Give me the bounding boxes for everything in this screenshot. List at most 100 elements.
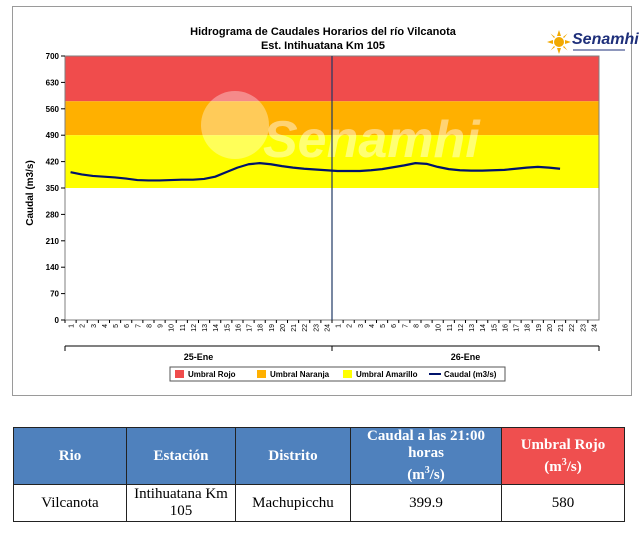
x-tick-label-37: 14 (480, 324, 487, 332)
header-distrito: Distrito (235, 427, 351, 485)
cell-rio: Vilcanota (13, 484, 127, 522)
x-tick-label-47: 24 (591, 324, 598, 332)
x-tick-label-35: 12 (458, 324, 465, 332)
x-tick-label-32: 9 (425, 324, 432, 328)
x-tick-label-40: 17 (514, 324, 521, 332)
x-tick-label-26: 3 (358, 324, 365, 328)
station-table: Rio Estación Distrito Caudal a las 21:00… (13, 427, 625, 522)
y-tick-label-70: 70 (50, 290, 59, 299)
x-tick-label-30: 7 (402, 324, 409, 328)
x-tick-label-21: 22 (302, 324, 309, 332)
x-tick-label-43: 20 (547, 324, 554, 332)
header-umbral-unit-close: /s) (566, 458, 582, 475)
y-tick-label-630: 630 (46, 78, 60, 87)
logo-underline (573, 49, 625, 51)
x-tick-label-12: 13 (202, 324, 209, 332)
y-tick-label-140: 140 (46, 263, 60, 272)
y-tick-label-560: 560 (46, 105, 60, 114)
day-label-25-Ene: 25-Ene (184, 352, 214, 362)
x-tick-label-1: 2 (80, 324, 87, 328)
x-tick-label-27: 4 (369, 324, 376, 328)
x-tick-label-13: 14 (213, 324, 220, 332)
x-tick-label-24: 1 (336, 324, 343, 328)
x-tick-label-20: 21 (291, 324, 298, 332)
x-tick-label-44: 21 (558, 324, 565, 332)
x-tick-label-10: 11 (180, 324, 187, 331)
x-tick-label-8: 9 (158, 324, 165, 328)
y-tick-label-280: 280 (46, 210, 60, 219)
x-tick-label-34: 11 (447, 324, 454, 331)
x-tick-label-25: 2 (347, 324, 354, 328)
x-tick-label-16: 17 (247, 324, 254, 332)
x-tick-label-5: 6 (124, 324, 131, 328)
legend-swatch-umbral-rojo (175, 370, 184, 378)
y-tick-label-350: 350 (46, 184, 60, 193)
cell-umbral: 580 (501, 484, 625, 522)
y-tick-label-0: 0 (55, 316, 60, 325)
x-tick-label-39: 16 (502, 324, 509, 332)
x-tick-label-14: 15 (224, 324, 231, 332)
chart-title: Hidrograma de Caudales Horarios del río … (190, 26, 457, 38)
x-tick-label-7: 8 (146, 324, 153, 328)
y-tick-label-700: 700 (46, 52, 60, 61)
cell-distrito: Machupicchu (235, 484, 351, 522)
header-caudal-unit-close: /s) (429, 467, 445, 483)
logo-text: Senamhi (572, 31, 639, 48)
legend-label-umbral-naranja: Umbral Naranja (270, 370, 330, 379)
y-tick-label-420: 420 (46, 158, 60, 167)
header-umbral-unit-exp: 3 (561, 456, 567, 468)
senamhi-logo: Senamhi (546, 29, 639, 59)
x-tick-label-36: 13 (469, 324, 476, 332)
x-tick-label-18: 19 (269, 324, 276, 332)
legend-label-caudal-m3-s-: Caudal (m3/s) (444, 370, 497, 379)
table-header-row: Rio Estación Distrito Caudal a las 21:00… (13, 427, 625, 485)
header-rio: Rio (13, 427, 127, 485)
header-umbral-unit-open: (m (544, 458, 562, 475)
x-tick-label-0: 1 (69, 324, 76, 328)
legend-swatch-umbral-amarillo (343, 370, 352, 378)
x-tick-label-2: 3 (91, 324, 98, 328)
legend-swatch-umbral-naranja (257, 370, 266, 378)
x-tick-label-4: 5 (113, 324, 120, 328)
x-tick-label-38: 15 (491, 324, 498, 332)
header-umbral-text: Umbral Rojo (520, 436, 606, 453)
x-tick-label-28: 5 (380, 324, 387, 328)
header-caudal: Caudal a las 21:00 horas (m3/s) (350, 427, 502, 485)
table-row: Vilcanota Intihuatana Km 105 Machupicchu… (13, 484, 625, 522)
chart-subtitle: Est. Intihuatana Km 105 (261, 40, 385, 52)
x-tick-label-29: 6 (391, 324, 398, 328)
x-tick-label-19: 20 (280, 324, 287, 332)
x-tick-label-42: 19 (536, 324, 543, 332)
x-tick-label-23: 24 (324, 324, 331, 332)
header-umbral-rojo: Umbral Rojo (m3/s) (501, 427, 625, 485)
legend-label-umbral-rojo: Umbral Rojo (188, 370, 236, 379)
x-tick-label-31: 8 (413, 324, 420, 328)
x-tick-label-6: 7 (135, 324, 142, 328)
x-tick-label-46: 23 (580, 324, 587, 332)
header-caudal-unit-exp: 3 (424, 465, 430, 476)
x-tick-label-41: 18 (525, 324, 532, 332)
header-caudal-text: Caudal a las 21:00 horas (367, 428, 485, 461)
chart-frame: Senamhi 0 70 140 210 280 350 420 490 560 630 700 1 2… (12, 6, 639, 396)
x-tick-label-3: 4 (102, 324, 109, 328)
y-tick-label-210: 210 (46, 237, 60, 246)
watermark-text: Senamhi (263, 111, 481, 169)
series-line-0 (70, 162, 561, 182)
watermark: Senamhi (201, 91, 481, 169)
x-tick-label-33: 10 (436, 324, 443, 332)
x-tick-label-15: 16 (235, 324, 242, 332)
header-caudal-unit-open: (m (407, 467, 425, 483)
y-axis-label: Caudal (m3/s) (25, 160, 36, 226)
x-tick-label-22: 23 (313, 324, 320, 332)
cell-caudal: 399.9 (350, 484, 502, 522)
legend-label-umbral-amarillo: Umbral Amarillo (356, 370, 418, 379)
x-tick-label-11: 12 (191, 324, 198, 332)
legend-box (169, 366, 506, 382)
x-tick-label-17: 18 (258, 324, 265, 332)
y-tick-label-490: 490 (46, 131, 60, 140)
cell-estacion: Intihuatana Km 105 (126, 484, 236, 522)
x-tick-label-45: 22 (569, 324, 576, 332)
x-tick-label-9: 10 (169, 324, 176, 332)
sun-logo-icon (547, 30, 571, 54)
